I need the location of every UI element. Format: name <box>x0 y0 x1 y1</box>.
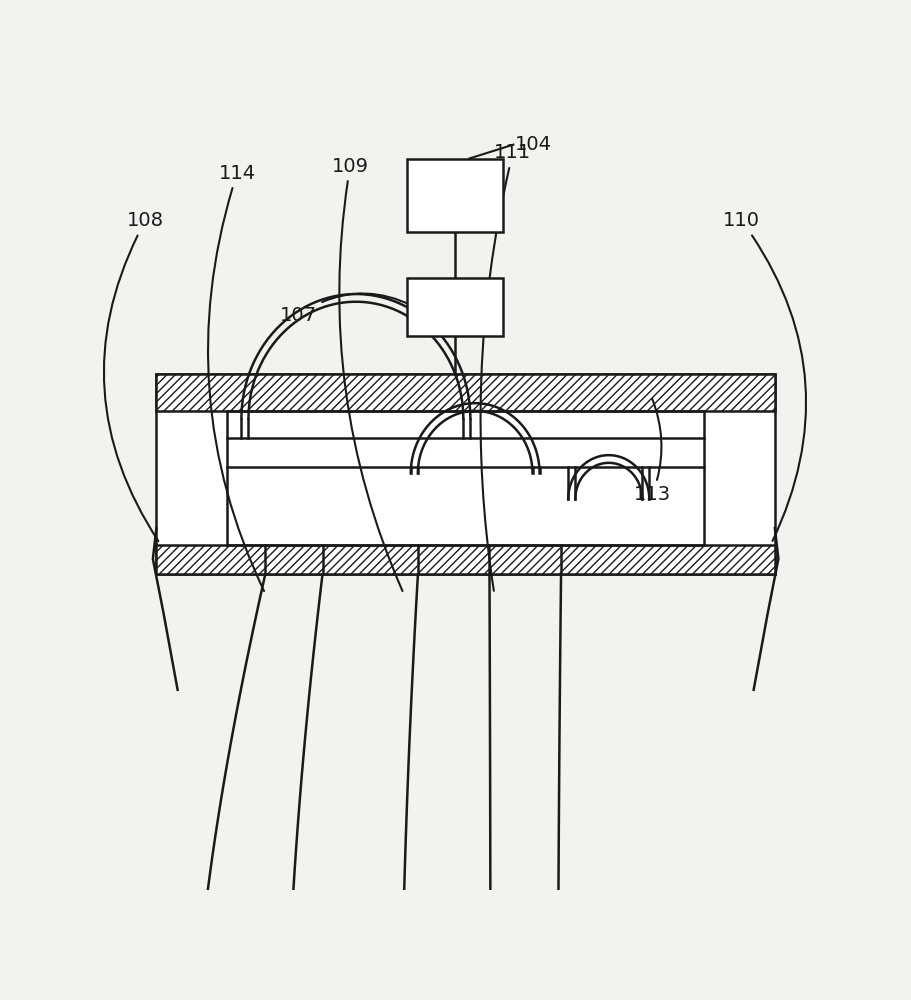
Text: 104: 104 <box>514 135 551 154</box>
Text: 113: 113 <box>633 399 670 504</box>
Text: 109: 109 <box>332 157 402 591</box>
Text: 114: 114 <box>208 164 264 591</box>
Bar <box>157 545 774 574</box>
Bar <box>157 374 774 411</box>
Bar <box>157 374 774 574</box>
Text: 110: 110 <box>722 211 805 541</box>
Text: 108: 108 <box>104 211 164 541</box>
Text: 111: 111 <box>480 143 531 591</box>
Bar <box>407 278 502 336</box>
Text: 107: 107 <box>280 293 412 325</box>
Bar <box>407 158 502 232</box>
